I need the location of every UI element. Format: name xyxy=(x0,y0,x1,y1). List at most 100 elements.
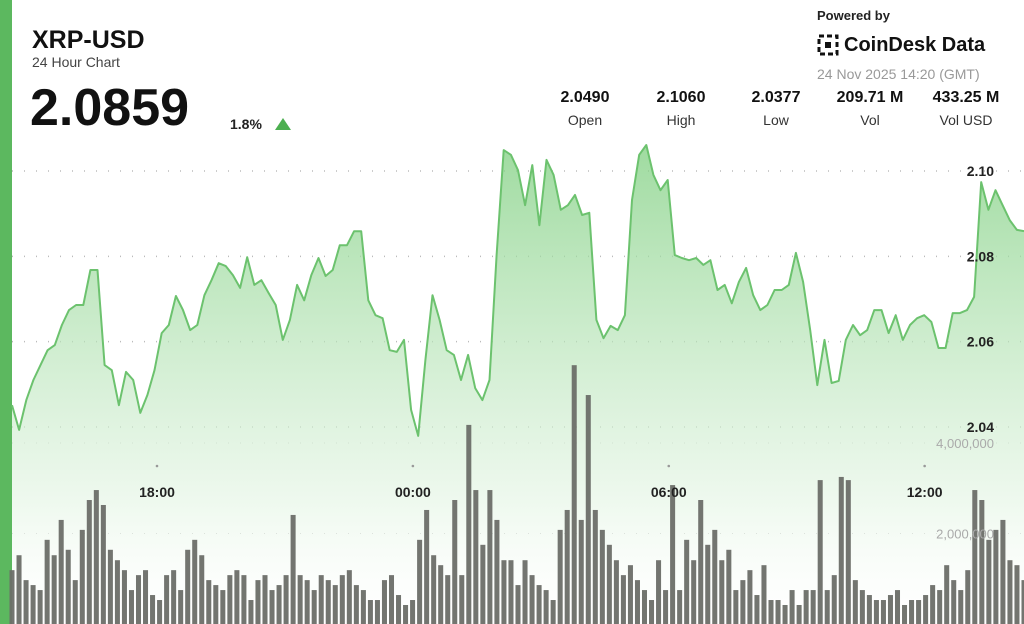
volume-bar xyxy=(649,600,655,624)
volume-bar xyxy=(803,590,809,624)
y-tick-label: 2.10 xyxy=(967,163,994,179)
volume-bar xyxy=(445,575,451,624)
volume-bar xyxy=(564,509,570,624)
volume-bar xyxy=(79,529,85,624)
y-tick-label: 2.06 xyxy=(967,334,994,350)
volume-bar xyxy=(536,585,542,624)
volume-bar xyxy=(529,575,535,624)
volume-bar xyxy=(1014,565,1020,624)
volume-bar xyxy=(143,570,149,624)
subtitle: 24 Hour Chart xyxy=(32,54,120,70)
volume-bar xyxy=(719,560,725,624)
volume-bar xyxy=(332,585,338,624)
stat: 433.25 M Vol USD xyxy=(921,89,1011,128)
volume-bar xyxy=(894,590,901,624)
volume-bar xyxy=(613,560,619,624)
y2-tick-label: 2,000,000 xyxy=(936,526,994,541)
volume-bar xyxy=(606,544,612,624)
volume-bar xyxy=(747,570,753,624)
volume-bar xyxy=(72,580,78,624)
volume-bar xyxy=(353,585,359,624)
price-line xyxy=(11,144,1024,437)
volume-bar xyxy=(206,580,212,624)
title: XRP-USD xyxy=(32,26,145,54)
volume-bar xyxy=(986,539,992,624)
volume-bar xyxy=(1007,560,1013,624)
volume-bar xyxy=(866,595,872,624)
powered-by: Powered by xyxy=(817,8,890,23)
volume-bar xyxy=(670,485,676,624)
volume-bar xyxy=(367,600,373,624)
volume-bar xyxy=(571,365,577,624)
volume-bar xyxy=(501,560,507,624)
volume-bar xyxy=(128,590,134,624)
timestamp: 24 Nov 2025 14:20 (GMT) xyxy=(817,66,980,82)
volume-bar xyxy=(677,590,683,624)
x-tick-mark xyxy=(155,464,159,468)
up-arrow xyxy=(275,118,291,130)
volume-bar xyxy=(951,580,957,624)
volume-bar xyxy=(698,500,704,624)
volume-bar xyxy=(424,509,430,624)
volume-bar xyxy=(993,529,999,624)
volume-bar xyxy=(410,600,416,624)
volume-bar xyxy=(199,555,205,624)
volume-bar xyxy=(796,604,802,624)
volume-bar xyxy=(902,604,908,624)
volume-bar xyxy=(213,585,219,624)
volume-bar xyxy=(65,549,71,624)
volume-bar xyxy=(121,570,127,624)
volume-bar xyxy=(480,544,486,624)
volume-bar xyxy=(887,595,893,624)
volume-bar xyxy=(838,476,844,624)
volume-bar xyxy=(817,480,823,624)
volume-bar xyxy=(304,580,310,624)
volume-bar xyxy=(157,600,163,624)
volume-bar xyxy=(248,600,254,624)
x-tick-label: 06:00 xyxy=(651,484,687,500)
volume-bar xyxy=(16,555,22,624)
volume-bar xyxy=(318,575,324,624)
volume-bar xyxy=(656,560,662,624)
volume-bar xyxy=(234,570,240,624)
volume-bar xyxy=(880,600,886,624)
volume-bar xyxy=(9,570,15,624)
stat-value: 2.1060 xyxy=(656,89,706,106)
volume-bar xyxy=(620,575,626,624)
volume-bar xyxy=(51,555,57,624)
volume-bar xyxy=(269,590,275,624)
stat: 2.0377 Low xyxy=(731,89,821,128)
volume-bar xyxy=(86,500,92,624)
stat-label: Low xyxy=(763,112,789,128)
volume-bar xyxy=(782,604,788,624)
volume-bar xyxy=(44,539,50,624)
volume-bar xyxy=(276,585,282,624)
stat-value: 209.71 M xyxy=(836,89,904,106)
volume-bar xyxy=(824,590,830,624)
volume-bar xyxy=(220,590,226,624)
volume-bar xyxy=(916,600,922,624)
volume-bar xyxy=(684,539,690,624)
stat: 2.0490 Open xyxy=(540,89,630,128)
volume-bar xyxy=(100,504,106,624)
volume-bar xyxy=(831,575,837,624)
volume-bar xyxy=(740,580,746,624)
volume-bar xyxy=(873,600,879,624)
volume-bar xyxy=(135,575,142,624)
volume-bar xyxy=(965,570,971,624)
volume-bar xyxy=(403,604,409,624)
volume-bar xyxy=(283,575,289,624)
stat: 2.1060 High xyxy=(636,89,726,128)
volume-bar xyxy=(663,590,669,624)
volume-bar xyxy=(241,575,247,624)
stat-label: Vol xyxy=(860,112,880,128)
volume-bar xyxy=(937,590,943,624)
volume-bar xyxy=(325,580,331,624)
volume-bar xyxy=(930,585,936,624)
volume-bar xyxy=(23,580,29,624)
volume-bar xyxy=(459,575,465,624)
stat-label: High xyxy=(666,112,696,128)
volume-bar xyxy=(164,575,170,624)
